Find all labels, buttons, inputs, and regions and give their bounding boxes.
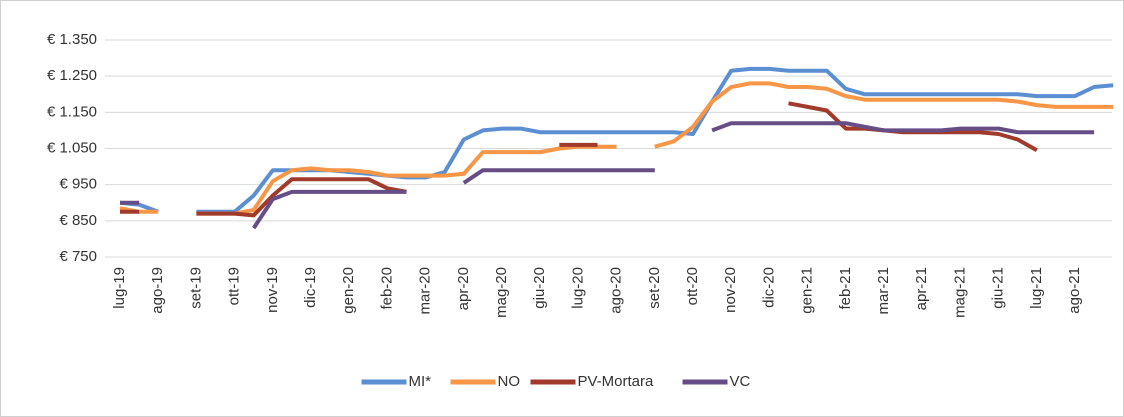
x-tick-label: gen-20 xyxy=(340,267,357,314)
series-line xyxy=(120,121,1095,230)
legend-label: MI* xyxy=(409,373,432,390)
y-tick-label: € 1.150 xyxy=(47,103,97,120)
y-tick-label: € 1.250 xyxy=(47,67,97,84)
x-tick-label: feb-21 xyxy=(837,267,854,310)
y-tick-label: € 1.050 xyxy=(47,139,97,156)
x-tick-label: feb-20 xyxy=(378,267,395,310)
x-tick-label: lug-21 xyxy=(1028,267,1045,309)
y-tick-label: € 850 xyxy=(59,212,97,229)
x-tick-label: nov-19 xyxy=(264,267,281,313)
x-tick-label: apr-20 xyxy=(455,267,472,310)
x-tick-label: dic-19 xyxy=(302,267,319,308)
x-tick-label: mar-21 xyxy=(875,267,892,315)
series-line xyxy=(120,101,1038,218)
x-tick-label: gen-21 xyxy=(799,267,816,314)
y-tick-label: € 1.350 xyxy=(47,31,97,48)
x-tick-label: dic-20 xyxy=(760,267,777,308)
x-tick-label: giu-21 xyxy=(990,267,1007,309)
y-tick-label: € 950 xyxy=(59,176,97,193)
x-tick-label: mar-20 xyxy=(417,267,434,315)
legend-label: NO xyxy=(498,373,521,390)
x-tick-label: ago-21 xyxy=(1066,267,1083,314)
legend-label: VC xyxy=(730,373,751,390)
x-tick-label: ago-20 xyxy=(608,267,625,314)
x-tick-label: ago-19 xyxy=(149,267,166,314)
x-tick-label: set-20 xyxy=(646,267,663,309)
x-tick-label: nov-20 xyxy=(722,267,739,313)
x-tick-label: lug-19 xyxy=(111,267,128,309)
y-tick-label: € 750 xyxy=(59,248,97,265)
x-tick-label: giu-20 xyxy=(531,267,548,309)
x-tick-label: mag-20 xyxy=(493,267,510,318)
x-tick-label: set-19 xyxy=(187,267,204,309)
x-tick-label: ott-20 xyxy=(684,267,701,305)
x-tick-label: apr-21 xyxy=(913,267,930,310)
x-tick-label: ott-19 xyxy=(226,267,243,305)
legend-label: PV-Mortara xyxy=(578,373,655,390)
x-tick-label: mag-21 xyxy=(951,267,968,318)
x-tick-label: lug-20 xyxy=(569,267,586,309)
